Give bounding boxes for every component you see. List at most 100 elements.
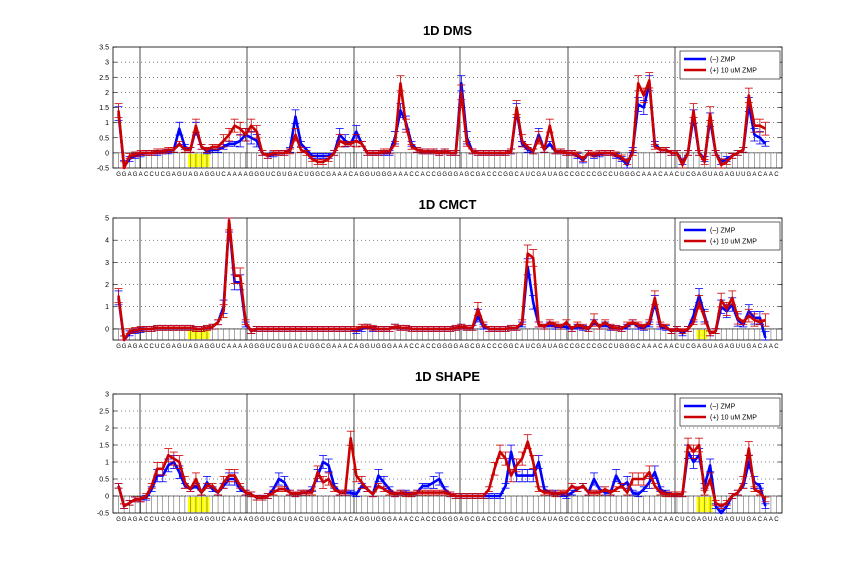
legend-label: (–) ZMP [710, 404, 736, 411]
sequence-letter: U [266, 517, 270, 523]
sequence-letter: A [332, 517, 336, 523]
sequence-letter: A [725, 517, 729, 523]
y-tick-label: 0 [105, 326, 109, 333]
series-line [117, 436, 767, 508]
sequence-letter: A [697, 517, 701, 523]
sequence-letter: U [548, 344, 552, 350]
sequence-letter: G [719, 172, 724, 178]
sequence-letter: G [442, 517, 447, 523]
sequence-letter: A [642, 172, 646, 178]
sequence-letter: A [398, 517, 402, 523]
sequence-letter: G [730, 344, 735, 350]
sequence-letter: C [581, 344, 586, 350]
sequence-letter: G [166, 344, 171, 350]
sequence-letter: U [736, 517, 740, 523]
sequence-letter: C [492, 344, 497, 350]
sequence-letter: C [531, 172, 536, 178]
y-tick-label: 1 [105, 304, 109, 311]
sequence-letter: A [653, 172, 657, 178]
sequence-letter: G [536, 344, 541, 350]
sequence-letter: A [338, 172, 342, 178]
sequence-letter: A [139, 517, 143, 523]
sequence-letter: C [349, 517, 354, 523]
sequence-letter: G [575, 517, 580, 523]
sequence-letter: G [575, 344, 580, 350]
sequence-letter: A [244, 517, 248, 523]
sequence-letter: G [288, 517, 293, 523]
sequence-letter: G [254, 344, 259, 350]
sequence-letter: C [492, 517, 497, 523]
sequence-letter: G [691, 172, 696, 178]
sequence-letter: G [625, 172, 630, 178]
sequence-letter: C [271, 172, 276, 178]
y-tick-label: 0.5 [99, 477, 109, 484]
y-tick-label: -0.5 [97, 511, 109, 518]
legend-box [679, 221, 781, 251]
sequence-letter: G [365, 517, 370, 523]
sequence-letter: U [680, 344, 684, 350]
sequence-letter: A [233, 172, 237, 178]
sequence-letter: A [244, 172, 248, 178]
sequence-letter: A [481, 517, 485, 523]
sequence-letter: G [630, 172, 635, 178]
sequence-letter: A [459, 517, 463, 523]
sequence-letter: G [465, 344, 470, 350]
series-line [117, 450, 767, 515]
sequence-letter: C [636, 172, 641, 178]
sequence-letter: G [476, 517, 481, 523]
sequence-letter: U [741, 517, 745, 523]
sequence-letter: G [442, 344, 447, 350]
sequence-letter: G [509, 517, 514, 523]
sequence-letter: U [216, 172, 220, 178]
sequence-letter: G [359, 344, 364, 350]
sequence-letter: C [758, 172, 763, 178]
sequence-letter: G [719, 344, 724, 350]
sequence-letter: A [233, 344, 237, 350]
sequence-letter: G [210, 172, 215, 178]
sequence-letter: C [564, 172, 569, 178]
sequence-letter: C [570, 172, 575, 178]
sequence-letter: A [293, 517, 297, 523]
sequence-letter: A [553, 517, 557, 523]
y-tick-label: 2.5 [99, 409, 109, 416]
sequence-letter: A [542, 517, 546, 523]
sequence-letter: A [139, 172, 143, 178]
sequence-letter: U [266, 172, 270, 178]
sequence-letter: G [437, 517, 442, 523]
sequence-letter: G [509, 344, 514, 350]
sequence-letter: G [630, 517, 635, 523]
legend-label: (+) 10 uM ZMP [710, 68, 757, 75]
sequence-letter: A [769, 172, 773, 178]
sequence-letter: A [752, 172, 756, 178]
sequence-letter: C [492, 172, 497, 178]
sequence-letter: G [619, 172, 624, 178]
sequence-letter: G [702, 517, 707, 523]
sequence-letter: U [741, 344, 745, 350]
sequence-letter: G [376, 344, 381, 350]
sequence-letter: C [658, 344, 663, 350]
sequence-letter: G [597, 172, 602, 178]
sequence-letter: C [470, 172, 475, 178]
sequence-letter: G [177, 172, 182, 178]
sequence-letter: G [326, 172, 331, 178]
sequence-letter: A [542, 172, 546, 178]
y-tick-label: 0.5 [99, 135, 109, 142]
sequence-letter: U [736, 172, 740, 178]
sequence-letter: C [564, 344, 569, 350]
sequence-letter: C [498, 172, 503, 178]
sequence-letter: U [708, 172, 712, 178]
sequence-letter: A [393, 517, 397, 523]
sequence-letter: C [470, 344, 475, 350]
sequence-letter: G [437, 172, 442, 178]
sequence-letter: G [116, 517, 121, 523]
sequence-letter: C [321, 344, 326, 350]
y-tick-label: 2 [105, 426, 109, 433]
sequence-letter: G [365, 344, 370, 350]
sequence-letter: G [315, 344, 320, 350]
sequence-letter: A [238, 344, 242, 350]
series-line [117, 218, 766, 342]
sequence-letter: A [714, 172, 718, 178]
sequence-letter: G [730, 172, 735, 178]
sequence-letter: A [653, 517, 657, 523]
